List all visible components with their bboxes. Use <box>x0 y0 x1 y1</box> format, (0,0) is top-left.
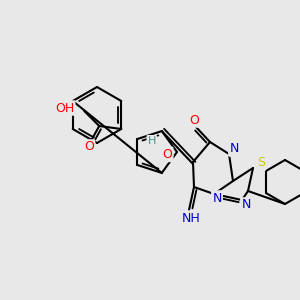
Text: S: S <box>257 157 265 169</box>
Text: N: N <box>212 191 222 205</box>
Text: O: O <box>84 140 94 154</box>
Text: NH: NH <box>182 212 200 224</box>
Text: OH: OH <box>55 101 74 115</box>
Text: O: O <box>163 148 172 161</box>
Text: H: H <box>148 136 156 146</box>
Text: N: N <box>229 142 239 155</box>
Text: N: N <box>241 199 251 212</box>
Text: O: O <box>189 113 199 127</box>
